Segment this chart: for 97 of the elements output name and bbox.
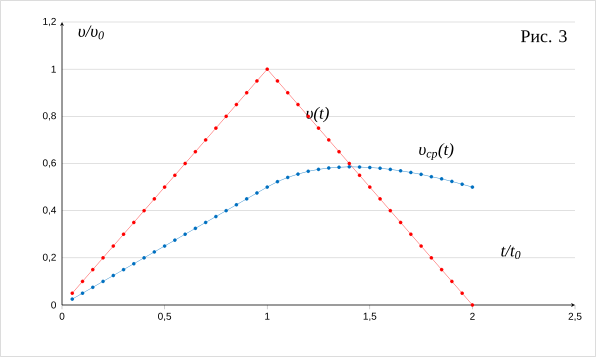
point [337,150,341,154]
point [409,232,413,236]
point [326,166,331,170]
point [70,291,74,295]
point [152,250,156,254]
x-tick-label: 0 [60,312,64,320]
point [409,170,413,174]
point [214,126,218,130]
point [306,169,310,174]
point [142,256,146,260]
point [183,232,187,236]
x-tick-label: 1 [265,312,270,320]
point [70,297,74,301]
point [265,67,269,71]
point [173,173,177,178]
point [286,176,290,180]
point [234,102,238,106]
point [378,166,382,170]
point [101,280,105,284]
point [286,90,290,95]
point [276,180,280,184]
y-tick-label: 0 [51,301,56,309]
point [460,291,464,295]
point [316,168,320,172]
x-tick-label: 0,5 [158,312,172,322]
point [430,256,434,260]
point [214,214,218,218]
point [347,162,352,166]
point [183,162,187,166]
point [80,280,84,284]
point [244,197,248,201]
point [430,174,434,178]
point [224,114,228,118]
x-axis-title: t/t$_{0}$ [501,245,520,260]
point [173,238,177,242]
point [244,90,248,95]
annotation: Рис. 3 [520,30,567,42]
point [204,220,208,224]
y-tick-label: 0,2 [42,254,56,262]
point [162,185,166,189]
point [450,280,454,284]
point [122,268,126,272]
point [255,79,259,83]
y-axis-title: υ/υ$_{0}$ [78,26,104,40]
point [204,138,208,142]
point [101,256,105,260]
point [440,268,444,272]
y-tick-label: 0,6 [42,159,56,168]
point [122,232,126,236]
point [337,165,341,170]
point [112,274,116,278]
y-tick-label: 0,8 [42,112,56,120]
point [90,286,95,290]
point [398,220,402,224]
point [347,165,352,169]
y-tick-label: 0,4 [42,206,56,215]
point [194,226,198,230]
series-label: υ$_{ср}$(t) [419,143,454,160]
point [358,165,362,169]
point [358,173,362,178]
point [112,244,116,248]
point [276,79,280,83]
point [162,244,166,248]
point [255,191,259,195]
point [419,172,423,176]
point [378,197,382,201]
series-label: υ(t) [306,106,329,122]
y-tick-label: 1,2 [43,18,56,26]
point [470,303,474,307]
point [460,182,464,186]
point [265,185,269,189]
x-tick-label: 2 [470,312,475,320]
point [194,150,198,154]
point [388,208,392,212]
x-tick-label: 1,5 [364,312,376,321]
point [152,197,156,201]
point [419,244,423,248]
point [234,202,238,207]
point [316,126,320,130]
point [398,169,402,173]
point [132,262,136,266]
point [224,208,228,212]
y-tick-label: 1 [52,66,56,73]
point [296,172,300,176]
point [388,168,392,172]
point [368,185,372,189]
point [368,166,372,170]
point [326,138,331,142]
point [132,220,136,224]
point [296,102,300,106]
point [142,208,146,212]
point [470,185,474,189]
point [450,180,454,184]
point [90,268,95,272]
point [80,291,84,295]
point [440,177,444,181]
x-tick-label: 2,5 [568,312,582,322]
